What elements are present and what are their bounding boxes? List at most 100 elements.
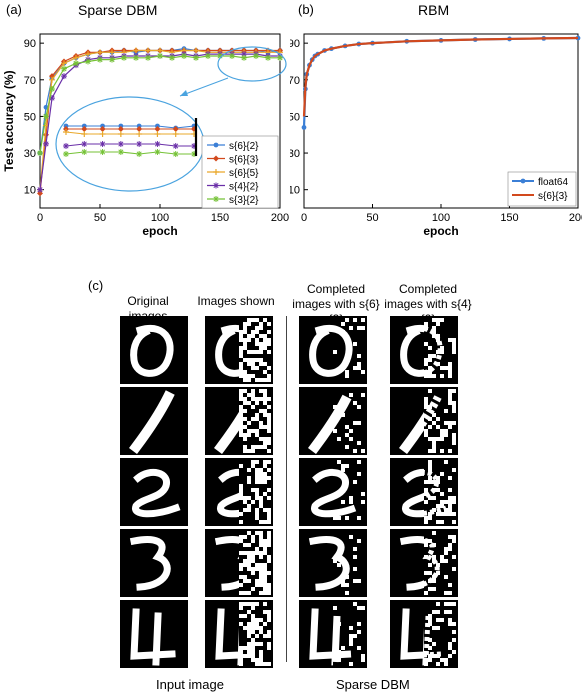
right-half-pixels — [239, 460, 271, 524]
digit-svg — [214, 531, 271, 595]
y-tick-label: 30 — [24, 148, 36, 160]
digit-image-3-col0 — [120, 529, 188, 597]
legend-marker — [213, 155, 219, 162]
data-point — [133, 54, 139, 61]
y-tick-label: 90 — [24, 38, 36, 50]
data-point — [97, 56, 103, 63]
completed-stroke — [333, 325, 353, 377]
inset-point — [154, 149, 161, 155]
digit-image-0-col1 — [205, 316, 273, 384]
inset-point — [99, 141, 106, 147]
digit-image-2-col1 — [205, 458, 273, 526]
inset-point — [117, 149, 124, 155]
completed-stroke — [424, 537, 440, 587]
digit-image-1-col0 — [120, 387, 188, 455]
y-tick-label: 30 — [290, 148, 300, 160]
inset-point — [154, 131, 161, 137]
inset-point — [81, 141, 88, 147]
sparse-dbm-axes-group: 0 50 100 150 200 10 30 50 70 90 epoch Test accuracy… — [2, 33, 289, 238]
digit-image-1-col2 — [299, 387, 367, 455]
series-line-s{3}{2} — [39, 55, 280, 154]
digit-svg — [400, 318, 456, 378]
digit-stroke — [132, 468, 181, 518]
digit-svg — [214, 389, 271, 454]
right-half-pixels — [424, 318, 456, 378]
legend-label: s{6}{3} — [538, 191, 568, 202]
digit-image-1-col3 — [390, 387, 458, 455]
digit-stroke-left-half — [308, 536, 333, 591]
data-point — [49, 76, 55, 83]
data-point — [575, 35, 581, 41]
digit-image-0-col3 — [390, 316, 458, 384]
data-point — [229, 52, 235, 59]
panel-a-label: (a) — [6, 2, 22, 17]
digit-stroke-left-half — [400, 324, 424, 377]
inset-line-s{6}{2} — [66, 125, 195, 129]
data-point — [49, 95, 55, 102]
inset-point — [136, 151, 143, 157]
data-point — [43, 113, 49, 120]
series-line-s{6}{5} — [39, 49, 280, 190]
digit-image-3-col2 — [299, 529, 367, 597]
digit-stroke-right-half — [333, 469, 357, 517]
digit-stroke-left-half — [309, 608, 333, 666]
x-axis-label: epoch — [423, 224, 458, 238]
inset-line-s{3}{2} — [65, 151, 194, 155]
legend-label: float64 — [538, 177, 568, 188]
x-tick-label: 50 — [366, 212, 378, 224]
inset-point — [172, 143, 179, 149]
digit-stroke-left-half — [402, 468, 424, 518]
data-point — [73, 60, 79, 67]
zoom-arrowhead — [180, 90, 188, 96]
digit-stroke-left-half — [215, 608, 239, 666]
right-half-pixels — [239, 602, 271, 666]
zoom-region-ellipse — [217, 46, 287, 82]
inset-point — [63, 151, 69, 157]
y-axis-label: Test accuracy (%) — [2, 70, 16, 171]
panel-c-label: (c) — [88, 278, 104, 293]
inset-point — [63, 143, 69, 149]
data-point — [37, 150, 43, 157]
series-line-s{4}{2} — [39, 53, 280, 190]
digit-stroke-right-half — [424, 537, 440, 587]
inset-zoom-curves — [63, 123, 197, 157]
digit-stroke-left-half — [215, 324, 239, 377]
series-line-s{6}{3} — [302, 36, 579, 117]
panel-a-title: Sparse DBM — [78, 2, 158, 18]
inset-point — [154, 141, 161, 147]
digit-svg — [309, 602, 365, 666]
inset-point — [172, 131, 179, 137]
legend-box — [507, 171, 577, 207]
digit-svg — [399, 389, 456, 454]
digit-stroke — [129, 536, 171, 591]
completed-stroke — [333, 615, 352, 663]
digit-stroke-right-half — [424, 615, 443, 663]
legend-marker — [213, 182, 219, 189]
legend-label: s{6}{2} — [229, 141, 259, 152]
digit-stroke-right-half — [424, 326, 443, 376]
completed-stroke — [333, 469, 357, 517]
digit-image-1-col1 — [205, 387, 273, 455]
digit-svg — [129, 536, 171, 591]
panel-b-label: (b) — [298, 2, 314, 17]
zoom-arrow — [179, 77, 229, 97]
digit-svg — [402, 460, 456, 524]
digit-svg — [217, 460, 271, 524]
y-tick-label: 70 — [290, 75, 300, 87]
right-half-pixels — [333, 393, 365, 453]
right-half-pixels — [239, 318, 271, 382]
data-point — [217, 52, 223, 59]
x-tick-label: 0 — [301, 212, 307, 224]
digit-stroke-left-half — [400, 608, 424, 666]
x-tick-label: 0 — [37, 212, 43, 224]
completed-stroke — [333, 536, 350, 588]
data-point — [73, 54, 79, 61]
legend-label: s{4}{2} — [229, 182, 259, 193]
input-image-label: Input image — [156, 677, 224, 692]
digit-svg — [130, 608, 176, 666]
data-point — [241, 54, 247, 61]
x-tick-label: 200 — [569, 212, 582, 224]
digit-stroke-left-half — [399, 411, 424, 454]
data-point — [205, 52, 211, 59]
